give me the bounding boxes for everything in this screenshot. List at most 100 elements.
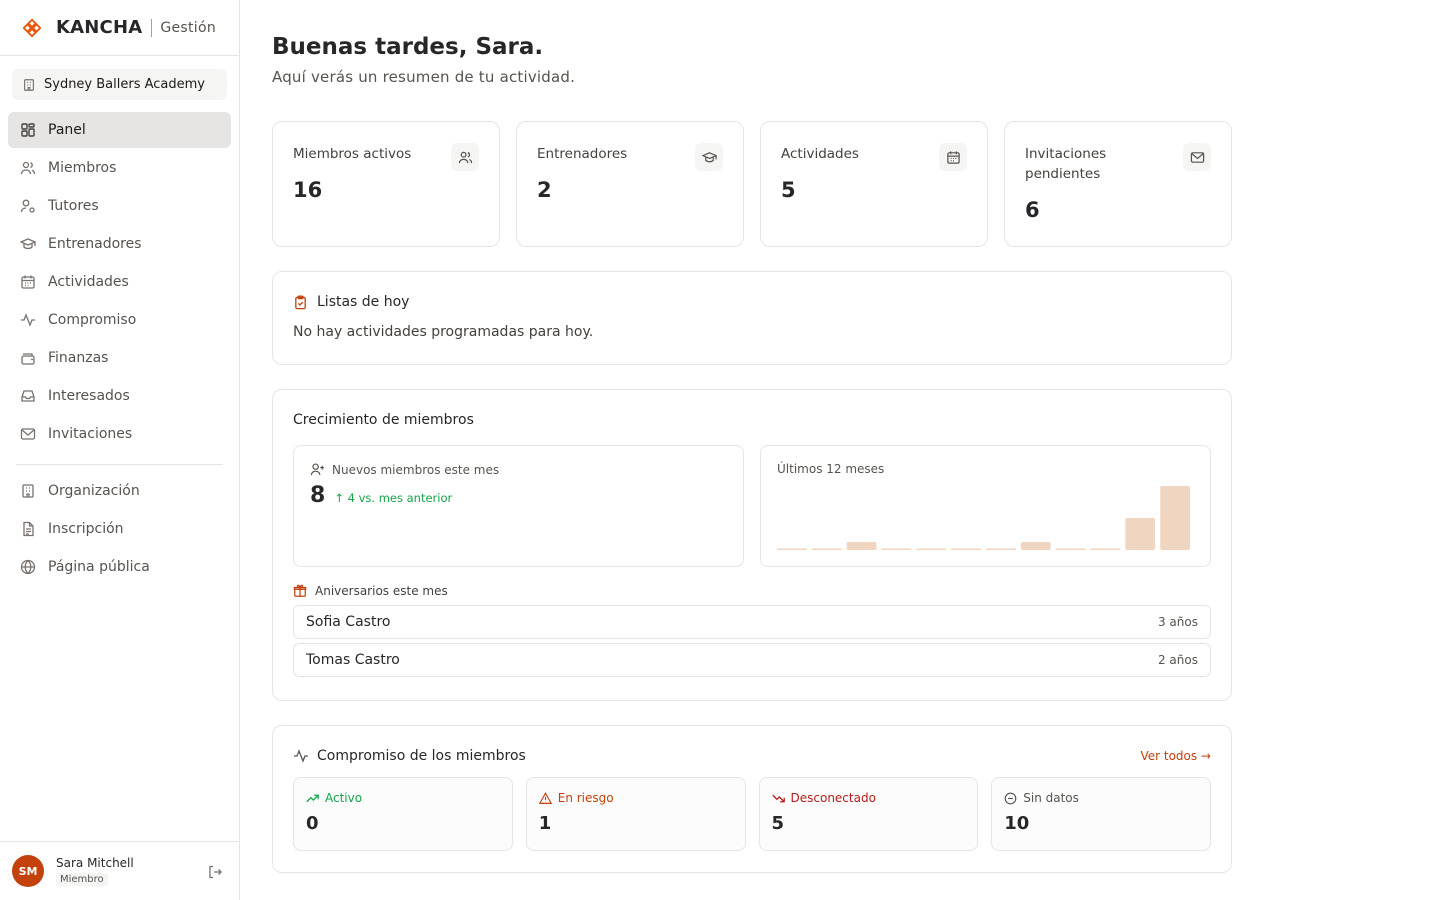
sidebar-item-miembros[interactable]: Miembros <box>8 150 231 186</box>
sidebar-item-finanzas[interactable]: Finanzas <box>8 340 231 376</box>
sidebar-item-inscripcion[interactable]: Inscripción <box>8 511 231 547</box>
new-members-count: 8 <box>310 483 326 508</box>
stat-card-invitaciones-pendientes[interactable]: Invitaciones pendientes 6 <box>1004 121 1232 247</box>
engagement-value: 1 <box>538 813 552 834</box>
anniversaries-label: Aniversarios este mes <box>315 584 448 598</box>
engagement-value: 5 <box>771 813 785 834</box>
brand-subtitle: Gestión <box>160 19 217 36</box>
stat-card-entrenadores[interactable]: Entrenadores 2 <box>516 121 744 247</box>
sidebar-item-label: Panel <box>48 122 86 138</box>
list-item[interactable]: Tomas Castro 2 años <box>293 643 1211 677</box>
sidebar-item-label: Compromiso <box>48 312 137 328</box>
stat-label: Entrenadores <box>537 146 628 162</box>
engagement-disconnected[interactable]: Desconectado 5 <box>758 777 979 851</box>
user-profile[interactable]: SM Sara Mitchell Miembro <box>0 841 239 900</box>
users-icon <box>451 143 479 171</box>
kancha-logo-icon <box>20 16 44 40</box>
engagement-label: Activo <box>325 791 363 805</box>
new-members-label: Nuevos miembros este mes <box>332 462 500 477</box>
main-content: Buenas tardes, Sara. Aquí verás un resum… <box>240 0 1440 900</box>
organization-selector[interactable]: Sydney Ballers Academy <box>12 69 227 100</box>
minus-circle-icon <box>1004 792 1017 805</box>
clipboard-check-icon <box>293 294 309 310</box>
card-title: Crecimiento de miembros <box>293 412 474 428</box>
calendar-icon <box>939 143 967 171</box>
chart-bar <box>916 548 947 550</box>
stats-row: Miembros activos 16 Entrenadores 2 Activ… <box>272 121 1232 247</box>
organization-name: Sydney Ballers Academy <box>44 77 206 92</box>
chart-bar <box>1055 548 1086 550</box>
graduation-cap-icon <box>695 143 723 171</box>
stat-card-actividades[interactable]: Actividades 5 <box>760 121 988 247</box>
card-title: Listas de hoy <box>293 294 1211 310</box>
sidebar-item-compromiso[interactable]: Compromiso <box>8 302 231 338</box>
list-item[interactable]: Sofia Castro 3 años <box>293 605 1211 639</box>
chart-bar <box>1090 548 1121 550</box>
sidebar-item-interesados[interactable]: Interesados <box>8 378 231 414</box>
sidebar-item-tutores[interactable]: Tutores <box>8 188 231 224</box>
stat-label: Miembros activos <box>293 146 412 162</box>
user-name: Sara Mitchell <box>56 856 134 870</box>
sidebar-item-label: Invitaciones <box>48 426 133 442</box>
engagement-header: Sin datos <box>1004 791 1198 805</box>
engagement-label: En riesgo <box>557 791 614 805</box>
calendar-icon <box>20 274 36 290</box>
sidebar-item-label: Entrenadores <box>48 236 142 252</box>
user-role-badge: Miembro <box>56 873 108 886</box>
sidebar-item-label: Tutores <box>48 198 99 214</box>
stat-value: 2 <box>537 178 552 202</box>
member-name: Sofia Castro <box>306 614 391 630</box>
monthly-chart-box: Últimos 12 meses <box>760 445 1211 567</box>
alert-triangle-icon <box>538 791 552 805</box>
growth-row: Nuevos miembros este mes 8 ↑ 4 vs. mes a… <box>293 445 1211 567</box>
engagement-active[interactable]: Activo 0 <box>293 777 513 851</box>
arrow-up-icon: ↑ <box>334 491 348 505</box>
growth-delta: ↑ 4 vs. mes anterior <box>334 491 452 505</box>
page-subtitle: Aquí verás un resumen de tu actividad. <box>272 68 576 86</box>
member-name: Tomas Castro <box>306 652 400 668</box>
sidebar-item-organizacion[interactable]: Organización <box>8 473 231 509</box>
see-all-link[interactable]: Ver todos → <box>1140 749 1211 763</box>
user-info: Sara Mitchell Miembro <box>56 856 134 886</box>
engagement-at-risk[interactable]: En riesgo 1 <box>525 777 746 851</box>
sidebar-nav: Panel Miembros Tutores Entrenadores <box>0 112 239 585</box>
member-years: 2 años <box>1157 653 1198 667</box>
brand[interactable]: KANCHA Gestión <box>0 0 239 56</box>
sidebar-item-label: Miembros <box>48 160 117 176</box>
stat-card-miembros-activos[interactable]: Miembros activos 16 <box>272 121 500 247</box>
nav-divider <box>16 464 223 465</box>
file-text-icon <box>20 521 36 537</box>
engagement-label: Sin datos <box>1023 791 1079 805</box>
sidebar-item-entrenadores[interactable]: Entrenadores <box>8 226 231 262</box>
member-years: 3 años <box>1157 615 1198 629</box>
sidebar-item-invitaciones[interactable]: Invitaciones <box>8 416 231 452</box>
globe-icon <box>20 559 36 575</box>
engagement-header: Activo <box>306 791 500 805</box>
sidebar-item-label: Inscripción <box>48 521 124 537</box>
new-members-header: Nuevos miembros este mes <box>310 462 727 477</box>
monthly-bar-chart <box>777 486 1190 550</box>
member-growth-card: Crecimiento de miembros Nuevos miembros … <box>272 389 1232 701</box>
engagement-header: Desconectado <box>771 791 966 805</box>
brand-separator <box>151 18 153 37</box>
new-members-box: Nuevos miembros este mes 8 ↑ 4 vs. mes a… <box>293 445 744 567</box>
today-lists-card: Listas de hoy No hay actividades program… <box>272 271 1232 365</box>
empty-state-message: No hay actividades programadas para hoy. <box>293 324 594 340</box>
chart-bar <box>1020 542 1051 550</box>
logout-icon[interactable] <box>207 864 223 880</box>
engagement-no-data[interactable]: Sin datos 10 <box>991 777 1211 851</box>
engagement-value: 0 <box>306 813 319 834</box>
activity-icon <box>20 312 36 328</box>
wallet-icon <box>20 350 36 366</box>
sidebar-item-pagina-publica[interactable]: Página pública <box>8 549 231 585</box>
sidebar-item-actividades[interactable]: Actividades <box>8 264 231 300</box>
engagement-value: 10 <box>1004 813 1030 834</box>
page-title: Buenas tardes, Sara. <box>272 34 544 60</box>
stat-value: 16 <box>293 178 323 202</box>
stat-value: 6 <box>1025 198 1040 222</box>
sidebar-item-label: Actividades <box>48 274 129 290</box>
chart-bar <box>986 548 1016 550</box>
stat-label: Actividades <box>781 146 859 162</box>
sidebar-item-panel[interactable]: Panel <box>8 112 231 148</box>
